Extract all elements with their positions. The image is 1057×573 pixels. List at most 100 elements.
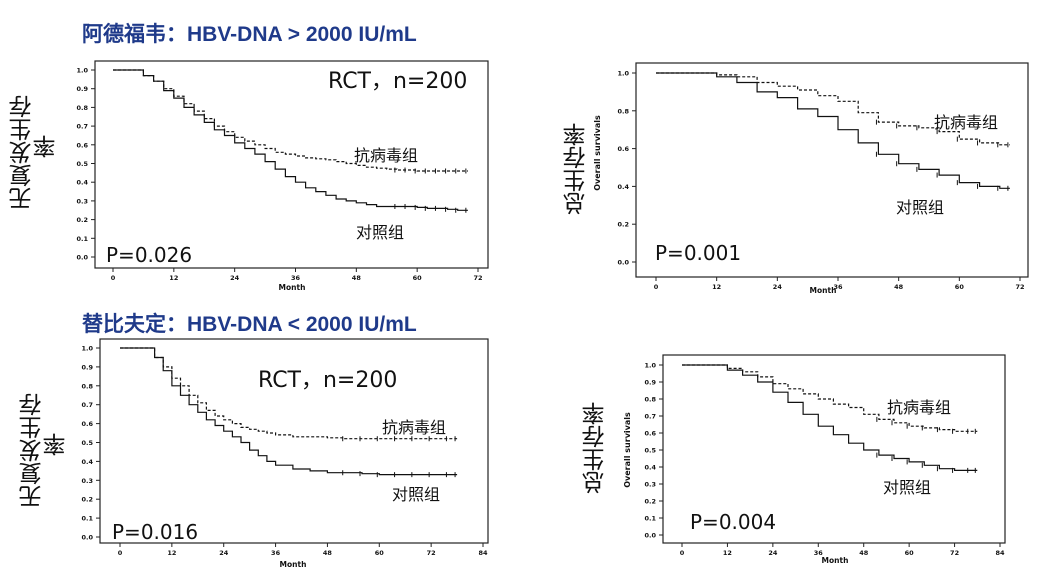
y-tick-label: 0.8: [81, 382, 93, 390]
y-axis-label: 总生存率: [583, 402, 609, 494]
plot-svg: 0.0 0.2 0.4 0.6 0.8 1.0 0 12 24 36 48 60 72 Month Over…: [593, 62, 1029, 295]
y-tick-label: 0.6: [81, 420, 93, 428]
y-tick-label: 0.9: [644, 379, 656, 387]
y-axis-label: 率: [34, 135, 60, 158]
y-axis-small-label: Overall survivals: [593, 115, 602, 191]
y-tick-label: 0.7: [644, 413, 656, 421]
plot-svg: 0.0 0.1 0.2 0.3 0.4 0.5 0.6 0.7 0.8 0.9 1.0 0 12 24 36…: [76, 60, 489, 292]
curve-control: [113, 69, 468, 211]
p-value: P=0.026: [106, 243, 192, 267]
plot-svg: 0.0 0.1 0.2 0.3 0.4 0.5 0.6 0.7 0.8 0.9 1.0 0 12 24 36…: [623, 354, 1006, 565]
label-control-group: 对照组: [896, 198, 944, 217]
chart-telbivudine-os: 0.0 0.1 0.2 0.3 0.4 0.5 0.6 0.7 0.8 0.9 1.0 0 12 24 36…: [545, 345, 1045, 573]
plot-svg: 0.0 0.1 0.2 0.3 0.4 0.5 0.6 0.7 0.8 0.9 1.0 0 12 24 36…: [81, 338, 489, 569]
plot-frame: [94, 60, 489, 269]
x-axis-label: Month: [279, 283, 306, 292]
x-tick-label: 48: [323, 549, 333, 557]
y-tick-label: 0.4: [644, 464, 656, 472]
x-tick-label: 24: [230, 274, 240, 282]
x-tick-label: 48: [859, 549, 869, 557]
curve-antiviral: [682, 364, 978, 432]
y-axis-label: 总生存率: [564, 123, 590, 215]
y-tick-label: 0.9: [76, 85, 88, 93]
y-axis-label: 率: [44, 433, 70, 456]
label-control-group: 对照组: [883, 478, 931, 497]
x-tick-label: 84: [478, 549, 488, 557]
y-tick-label: 0.0: [76, 254, 88, 262]
y-tick-label: 0.3: [81, 477, 93, 485]
x-tick-label: 0: [680, 549, 685, 557]
x-tick-label: 0: [118, 549, 123, 557]
y-tick-label: 0.9: [81, 363, 93, 371]
y-axis-label: 无复发生存: [10, 95, 36, 210]
y-tick-label: 0.2: [644, 498, 656, 506]
x-tick-label: 12: [723, 549, 732, 557]
x-tick-label: 60: [413, 274, 423, 282]
chart-adefovir-dfs: 0.0 0.1 0.2 0.3 0.4 0.5 0.6 0.7 0.8 0.9 1.0 0 12 24 36…: [0, 55, 500, 295]
x-tick-label: 84: [995, 549, 1005, 557]
y-tick-label: 0.6: [644, 430, 656, 438]
curve-antiviral: [656, 72, 1010, 146]
x-tick-label: 72: [427, 549, 436, 557]
y-tick-label: 0.0: [644, 532, 656, 540]
label-control-group: 对照组: [392, 485, 440, 504]
x-tick-label: 60: [375, 549, 385, 557]
x-tick-label: 12: [167, 549, 176, 557]
x-axis-label: Month: [280, 560, 307, 569]
heading-telbivudine: 替比夫定：HBV-DNA < 2000 IU/mL: [82, 313, 417, 336]
y-tick-label: 1.0: [644, 362, 656, 370]
y-tick-label: 0.1: [76, 235, 88, 243]
plot-frame: [635, 62, 1029, 278]
p-value: P=0.004: [690, 510, 776, 534]
y-tick-label: 0.0: [617, 259, 629, 267]
x-tick-label: 72: [950, 549, 959, 557]
y-tick-label: 1.0: [81, 345, 93, 353]
y-tick-label: 0.1: [81, 515, 93, 523]
label-antiviral-group: 抗病毒组: [354, 146, 418, 165]
rct-annotation: RCT，n=200: [328, 69, 467, 94]
y-tick-label: 0.2: [76, 216, 88, 224]
y-tick-label: 0.8: [644, 396, 656, 404]
heading-adefovir: 阿德福韦：HBV-DNA > 2000 IU/mL: [82, 23, 417, 46]
y-tick-label: 0.5: [81, 439, 93, 447]
curve-control: [682, 364, 978, 471]
x-tick-label: 12: [712, 283, 721, 291]
x-tick-label: 36: [833, 283, 843, 291]
y-tick-label: 1.0: [76, 67, 88, 75]
x-tick-label: 72: [473, 274, 482, 282]
y-tick-label: 0.7: [76, 123, 88, 131]
x-tick-label: 12: [169, 274, 178, 282]
x-tick-label: 36: [291, 274, 301, 282]
y-tick-label: 0.5: [76, 160, 88, 168]
y-tick-label: 0.6: [617, 145, 629, 153]
x-tick-label: 48: [352, 274, 362, 282]
plot-frame: [99, 338, 489, 544]
x-tick-label: 60: [905, 549, 915, 557]
chart-telbivudine-dfs: 0.0 0.1 0.2 0.3 0.4 0.5 0.6 0.7 0.8 0.9 1.0 0 12 24 36…: [0, 335, 500, 573]
x-tick-label: 48: [894, 283, 904, 291]
curve-control: [656, 72, 1010, 189]
y-axis-small-label: Overall survivals: [623, 412, 632, 488]
x-tick-label: 36: [814, 549, 824, 557]
x-tick-label: 60: [955, 283, 965, 291]
label-antiviral-group: 抗病毒组: [382, 418, 446, 437]
y-tick-label: 0.3: [644, 481, 656, 489]
y-axis-label: 无复发生存: [20, 393, 46, 508]
y-tick-label: 1.0: [617, 70, 629, 78]
label-antiviral-group: 抗病毒组: [887, 398, 951, 417]
y-tick-label: 0.7: [81, 401, 93, 409]
y-tick-label: 0.5: [644, 447, 656, 455]
curve-control: [120, 347, 458, 476]
y-tick-label: 0.4: [617, 183, 629, 191]
x-tick-label: 36: [271, 549, 281, 557]
y-tick-label: 0.8: [76, 104, 88, 112]
x-tick-label: 72: [1015, 283, 1024, 291]
plot-frame: [662, 354, 1006, 544]
y-tick-label: 0.3: [76, 197, 88, 205]
label-antiviral-group: 抗病毒组: [934, 113, 998, 132]
x-axis-label: Month: [822, 556, 849, 565]
x-tick-label: 0: [111, 274, 116, 282]
x-tick-label: 24: [768, 549, 778, 557]
curve-antiviral: [113, 69, 468, 172]
p-value: P=0.001: [655, 241, 741, 265]
